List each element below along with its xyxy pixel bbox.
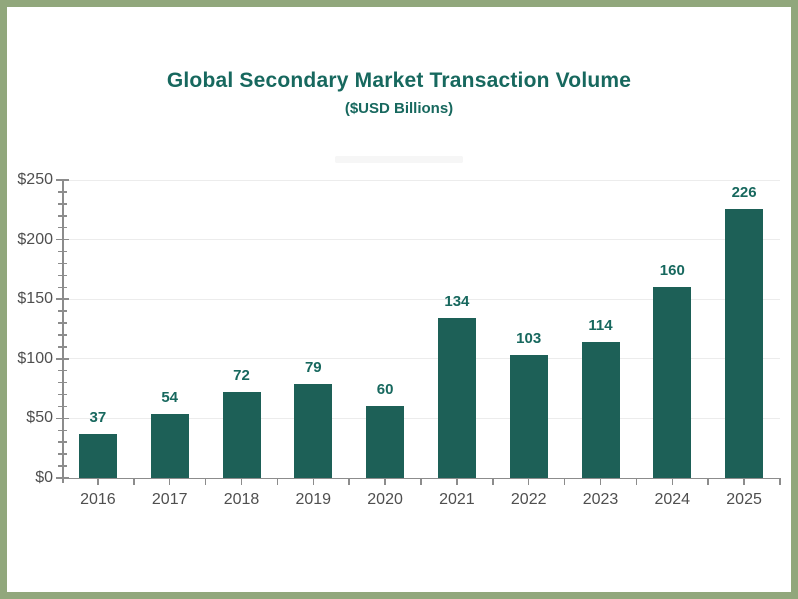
bar-value-label: 54 [161,388,179,406]
x-minor-tick [204,478,207,485]
x-axis-label: 2023 [582,491,619,508]
y-major-tick [56,477,70,479]
gridline [62,239,780,241]
x-minor-tick [276,478,279,485]
bar-chart: $0 $50 $100 $150 $200 $250 37 2016 54 2017 72 2018 7… [17,171,781,508]
y-minor-tick [58,405,68,408]
x-axis-label: 2017 [151,491,188,508]
bar-2025 [725,208,764,478]
bar-2019 [294,383,333,478]
y-minor-tick [58,453,68,455]
y-major-tick [56,358,70,360]
gridline [62,298,780,300]
x-axis-label: 2024 [654,491,691,508]
y-minor-tick [58,465,68,467]
y-minor-tick [58,191,68,193]
y-minor-tick [58,393,68,396]
y-major-tick [56,298,70,300]
y-minor-tick [58,310,68,312]
bar-value-label: 79 [304,358,322,376]
bar-value-label: 226 [731,183,757,201]
x-center-tick [168,478,171,485]
x-center-tick [312,478,315,485]
y-minor-tick [58,381,68,384]
bar-value-label: 103 [516,330,542,348]
bar-2016 [78,433,117,478]
x-minor-tick [635,478,638,485]
y-minor-tick [58,274,68,277]
y-minor-tick [58,334,68,336]
chart-subtitle: ($USD Billions) [344,100,454,117]
bar-2024 [653,287,692,478]
gridline [62,417,780,419]
y-axis-label: $200 [17,230,53,248]
bar-2020 [366,406,405,478]
y-axis-label: $50 [26,409,53,427]
faint-watermark [335,156,463,163]
y-minor-tick [58,262,68,265]
gridline [62,179,780,181]
y-major-tick [56,238,70,241]
x-minor-tick [563,478,566,485]
x-center-tick [599,478,602,485]
x-axis-label: 2022 [510,491,547,508]
y-axis-label: $100 [17,349,53,367]
bar-value-label: 160 [659,262,685,280]
chart-title: Global Secondary Market Transaction Volu… [166,69,632,92]
y-minor-tick [58,215,68,217]
bar-value-label: 134 [444,293,470,311]
y-minor-tick [58,369,68,372]
bar-value-label: 37 [89,408,107,426]
y-major-tick [56,179,70,181]
y-major-tick [56,417,70,420]
x-center-tick [97,478,99,485]
bar-2018 [222,392,261,478]
x-axis-label: 2018 [223,491,260,508]
x-axis-label: 2021 [439,491,475,508]
x-center-tick [240,478,243,485]
x-minor-tick [420,478,422,485]
x-center-tick [527,478,530,485]
x-axis-label: 2025 [726,491,762,508]
y-axis-label: $150 [17,290,53,308]
bar-value-label: 72 [233,367,250,385]
x-center-tick [671,478,674,485]
bar-2021 [437,318,476,478]
y-minor-tick [58,203,68,205]
x-center-tick [456,478,458,485]
y-minor-tick [58,250,68,253]
x-minor-tick [348,478,350,485]
y-axis-label: $250 [17,171,53,188]
bar-2017 [150,413,189,478]
bar-value-label: 60 [376,381,394,399]
y-minor-tick [58,286,68,289]
gridline [62,358,780,360]
x-center-tick [384,478,386,485]
y-minor-tick [58,322,68,324]
x-minor-tick [133,478,135,485]
x-axis-label: 2016 [80,491,116,508]
x-minor-tick [779,478,781,485]
x-minor-tick [492,478,494,485]
x-axis-label: 2019 [295,491,332,508]
x-minor-tick [707,478,709,485]
bar-2022 [509,355,548,478]
y-minor-tick [58,441,68,443]
y-minor-tick [58,226,68,229]
x-center-tick [743,478,745,485]
y-minor-tick [58,346,68,348]
y-axis-label: $0 [35,469,53,486]
y-axis [62,180,64,483]
x-axis-label: 2020 [367,491,403,508]
bar-value-label: 114 [588,317,613,335]
y-minor-tick [58,429,68,432]
bar-2023 [581,342,620,478]
